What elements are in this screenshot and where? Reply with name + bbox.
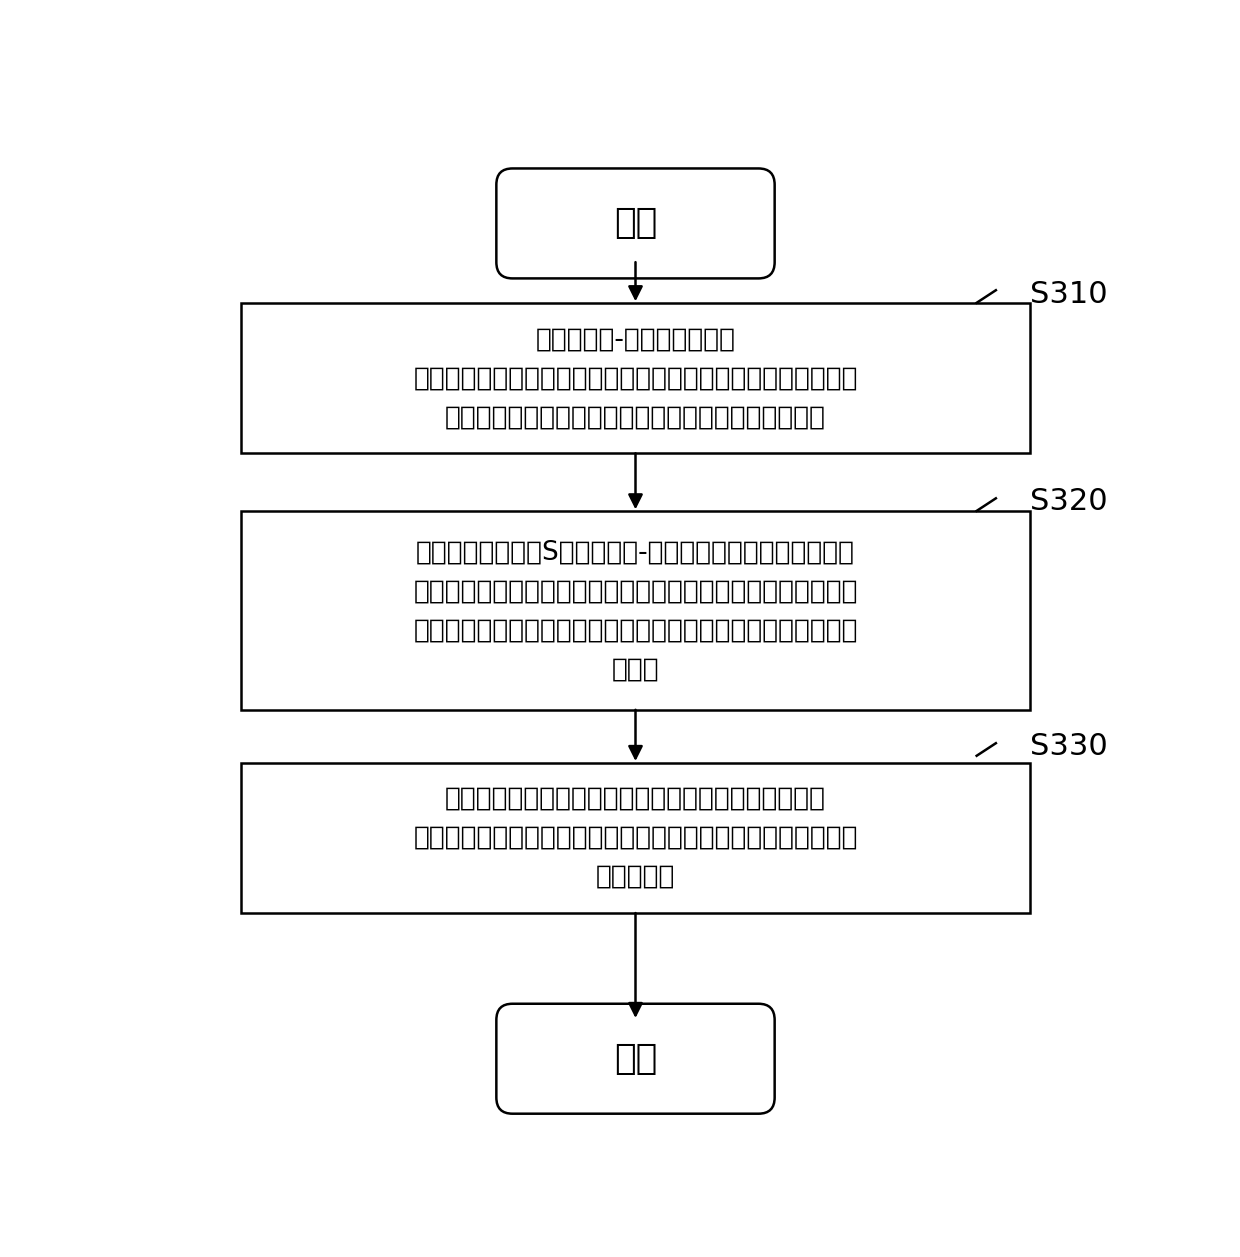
Bar [242,763,1029,913]
Text: S320: S320 [1029,486,1107,515]
Text: S330: S330 [1029,732,1107,760]
Text: 结束: 结束 [614,1042,657,1076]
Text: S310: S310 [1029,279,1107,308]
Text: 在第二频域-空域特征图中，
将与预设的第一位置点的第一维坐标相同的第二位置点的预定大
小邻域的数据点所形成的数据区域作为待匹配数据区域: 在第二频域-空域特征图中， 将与预设的第一位置点的第一维坐标相同的第二位置点的预… [413,327,858,430]
Bar [242,303,1029,454]
Text: 开始: 开始 [614,206,657,240]
Text: 将待匹配数据区域S沿第二频域-空域特征图的第二维坐标轴移
动，获得移动过程中每次移动所得的待匹配数据区域与参考数据
区域之间的差异矩阵，并计算每次所得的差异矩阵: 将待匹配数据区域S沿第二频域-空域特征图的第二维坐标轴移 动，获得移动过程中每次… [413,539,858,683]
FancyBboxPatch shape [496,1004,775,1114]
FancyBboxPatch shape [496,168,775,278]
Bar [242,512,1029,710]
Text: 确定移动过程中的差异矩阵的所有元素的平方和最小时
所对应的差异矩阵，将该差异矩阵对应的待匹配数据区域作为匹
配数据区域: 确定移动过程中的差异矩阵的所有元素的平方和最小时 所对应的差异矩阵，将该差异矩阵… [413,786,858,890]
